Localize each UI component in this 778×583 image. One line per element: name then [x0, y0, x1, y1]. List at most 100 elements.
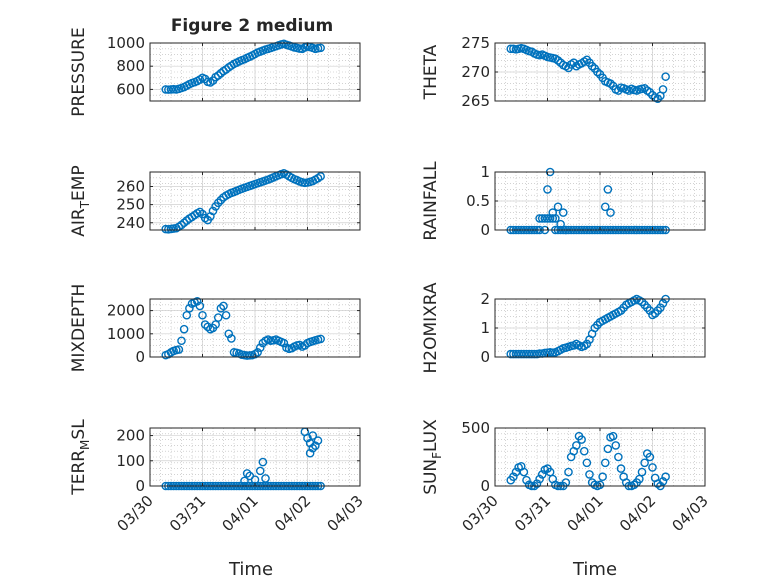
data-point: [603, 185, 613, 194]
y-axis-label-tail: EMP: [69, 165, 89, 201]
y-axis-label: PRESSURE: [69, 27, 89, 116]
y-tick-label: 1000: [107, 325, 145, 343]
data-point: [179, 218, 189, 228]
data-point: [195, 301, 205, 311]
data-point: [161, 224, 171, 234]
y-tick-label: 2: [480, 290, 490, 308]
data-point: [255, 466, 265, 476]
data-point: [316, 172, 325, 181]
y-axis-label-subscript: F: [430, 452, 444, 459]
y-tick-label: 0: [480, 221, 490, 239]
data-point: [645, 452, 655, 462]
data-point: [261, 474, 270, 483]
y-tick-label: 0: [480, 477, 490, 495]
data-point: [629, 480, 639, 490]
data-point: [579, 446, 589, 456]
data-point: [616, 464, 626, 473]
y-axis-label-tail: SL: [69, 419, 89, 440]
data-series: [161, 297, 325, 360]
y-axis-label: SUNFLUX: [421, 419, 444, 495]
y-tick-label: 100: [116, 452, 145, 470]
y-tick-label: 275: [461, 34, 490, 52]
data-point: [548, 214, 558, 223]
data-point: [598, 472, 607, 482]
data-series: [161, 39, 325, 94]
y-axis-label: MIXDEPTH: [69, 284, 89, 373]
y-axis-label-subscript: M: [78, 440, 92, 450]
y-tick-label: 0.5: [466, 192, 490, 210]
data-point: [564, 467, 573, 477]
data-point: [530, 349, 539, 359]
y-axis-label: AIRTEMP: [69, 165, 92, 236]
data-point: [185, 303, 194, 313]
data-point: [224, 329, 234, 339]
data-point: [656, 303, 665, 313]
data-point: [545, 214, 555, 223]
data-point: [177, 220, 186, 230]
y-axis-label-main: THETA: [421, 44, 441, 100]
data-point: [174, 345, 184, 354]
data-point: [311, 441, 320, 450]
data-point: [522, 475, 531, 485]
x-axis-label-left: Time: [228, 559, 273, 580]
y-tick-label: 0: [480, 348, 490, 366]
subplot-6: 0 1 2 H2OMIXRA: [421, 282, 706, 374]
y-axis-label-main: SUN: [421, 459, 441, 495]
data-point: [303, 433, 312, 443]
data-point: [316, 43, 325, 53]
data-point: [216, 303, 226, 313]
data-point: [219, 301, 228, 311]
data-point: [608, 431, 618, 441]
y-axis-label: H2OMIXRA: [421, 282, 441, 373]
data-point: [527, 349, 537, 359]
data-point: [213, 198, 223, 208]
y-axis-label-tail: LUX: [421, 419, 441, 452]
y-axis-label-main: MIXDEPTH: [69, 284, 89, 373]
data-point: [661, 472, 670, 482]
figure-title: Figure 2 medium: [171, 16, 333, 36]
data-point: [582, 458, 592, 468]
data-point: [572, 441, 581, 450]
data-point: [242, 469, 252, 478]
data-point: [593, 67, 602, 77]
y-axis-label: TERRMSL: [69, 419, 92, 496]
data-point: [553, 202, 563, 212]
data-point: [253, 348, 262, 357]
data-point: [279, 338, 289, 348]
data-point: [305, 438, 315, 448]
subplot-4: 0 0.5 1 RAINFALL: [421, 161, 706, 241]
data-point: [640, 83, 649, 93]
data-point: [305, 448, 315, 458]
y-axis-label-main: H2OMIXRA: [421, 282, 441, 373]
data-point: [532, 479, 542, 488]
data-point: [177, 336, 186, 346]
y-tick-label: 500: [461, 419, 490, 437]
data-point: [195, 207, 205, 217]
y-tick-label: 1: [480, 319, 490, 337]
data-point: [614, 452, 623, 462]
data-point: [179, 324, 189, 334]
data-point: [203, 322, 213, 332]
data-point: [611, 441, 621, 450]
data-point: [198, 310, 207, 320]
y-tick-label: 0: [135, 348, 145, 366]
data-point: [519, 467, 529, 477]
data-series: [506, 43, 670, 103]
data-point: [658, 299, 668, 308]
data-point: [603, 444, 613, 454]
y-tick-label: 240: [116, 214, 145, 232]
data-point: [595, 480, 605, 490]
data-point: [653, 479, 663, 488]
subplot-2: 265 270 275 THETA: [421, 34, 706, 110]
data-point: [316, 334, 325, 344]
data-point: [208, 206, 218, 216]
y-tick-label: 2000: [107, 302, 145, 320]
data-point: [537, 470, 547, 479]
data-point: [255, 343, 265, 353]
data-series: [161, 168, 325, 234]
y-axis-label: THETA: [421, 44, 441, 100]
data-point: [258, 457, 268, 467]
data-point: [313, 436, 323, 445]
